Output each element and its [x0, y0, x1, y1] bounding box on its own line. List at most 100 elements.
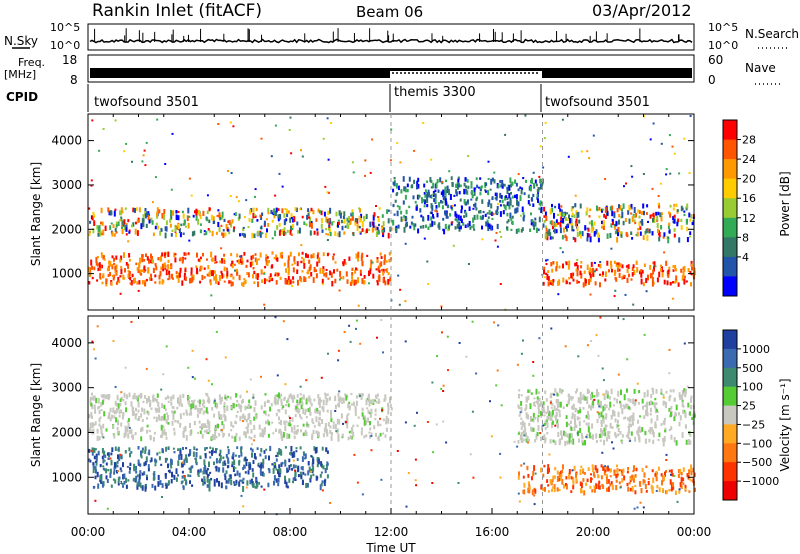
heatmap-cell	[635, 260, 638, 265]
heatmap-cell	[197, 469, 200, 473]
heatmap-cell	[488, 209, 491, 214]
heatmap-cell	[213, 276, 216, 281]
heatmap-cell	[141, 426, 144, 432]
heatmap-cell	[322, 269, 324, 274]
heatmap-cell	[275, 254, 278, 258]
heatmap-cell	[595, 334, 598, 337]
heatmap-cell	[100, 252, 103, 255]
heatmap-cell	[538, 202, 541, 205]
heatmap-cell	[165, 446, 168, 452]
heatmap-cell	[685, 280, 688, 283]
heatmap-cell	[640, 278, 643, 285]
heatmap-cell	[109, 468, 112, 474]
heatmap-cell	[97, 226, 100, 232]
x-tick-label: 00:00	[71, 525, 106, 539]
heatmap-cell	[543, 464, 546, 468]
heatmap-cell	[412, 195, 415, 200]
heatmap-cell	[569, 420, 572, 424]
heatmap-cell	[285, 481, 288, 488]
heatmap-cell	[167, 264, 170, 270]
heatmap-cell	[369, 427, 372, 431]
heatmap-cell	[121, 210, 124, 214]
heatmap-cell	[621, 440, 624, 445]
heatmap-cell	[340, 211, 343, 215]
heatmap-cell	[351, 161, 354, 164]
heatmap-cell	[380, 226, 383, 233]
heatmap-cell	[163, 413, 166, 420]
heatmap-cell	[111, 255, 114, 259]
heatmap-cell	[260, 462, 263, 467]
heatmap-cell	[511, 215, 514, 219]
heatmap-cell	[605, 436, 608, 442]
heatmap-cell	[219, 260, 222, 264]
heatmap-cell	[523, 462, 526, 465]
heatmap-cell	[144, 208, 147, 214]
heatmap-cell	[275, 280, 278, 285]
heatmap-cell	[235, 196, 238, 199]
heatmap-cell	[382, 271, 385, 276]
heatmap-cell	[419, 208, 422, 213]
heatmap-cell	[497, 203, 499, 206]
heatmap-cell	[626, 403, 629, 410]
heatmap-cell	[315, 273, 318, 279]
heatmap-cell	[299, 208, 302, 211]
heatmap-cell	[309, 265, 312, 269]
heatmap-cell	[668, 469, 671, 473]
heatmap-cell	[245, 461, 248, 467]
heatmap-cell	[607, 479, 610, 484]
heatmap-cell	[543, 423, 546, 426]
heatmap-cell	[602, 415, 605, 421]
heatmap-cell	[225, 267, 228, 271]
heatmap-cell	[369, 171, 372, 174]
heatmap-cell	[617, 419, 619, 424]
heatmap-cell	[381, 409, 384, 412]
heatmap-cell	[686, 203, 689, 209]
heatmap-cell	[381, 225, 384, 228]
heatmap-cell	[221, 399, 224, 402]
heatmap-cell	[386, 268, 389, 273]
heatmap-cell	[352, 401, 355, 406]
heatmap-cell	[636, 267, 639, 273]
heatmap-cell	[310, 254, 313, 259]
heatmap-cell	[455, 183, 458, 188]
heatmap-cell	[290, 217, 293, 220]
heatmap-cell	[568, 469, 571, 475]
heatmap-cell	[284, 461, 287, 467]
heatmap-cell	[690, 273, 693, 276]
heatmap-cell	[602, 484, 605, 489]
heatmap-cell	[590, 405, 592, 411]
heatmap-cell	[342, 221, 345, 224]
heatmap-cell	[232, 276, 235, 280]
heatmap-cell	[127, 479, 130, 482]
heatmap-cell	[211, 436, 214, 440]
heatmap-cell	[450, 176, 453, 181]
heatmap-cell	[561, 212, 563, 217]
heatmap-cell	[542, 406, 545, 412]
heatmap-cell	[466, 190, 469, 195]
heatmap-cell	[560, 430, 563, 436]
heatmap-cell	[599, 316, 602, 319]
heatmap-cell	[457, 183, 460, 188]
heatmap-cell	[387, 418, 390, 424]
heatmap-cell	[542, 473, 545, 478]
heatmap-cell	[277, 469, 279, 475]
heatmap-cell	[154, 176, 157, 179]
heatmap-cell	[532, 361, 535, 363]
heatmap-cell	[518, 471, 520, 477]
heatmap-cell	[177, 448, 180, 452]
heatmap-cell	[119, 398, 122, 403]
heatmap-cell	[565, 476, 568, 480]
heatmap-cell	[126, 465, 129, 468]
heatmap-cell	[308, 259, 311, 264]
heatmap-cell	[588, 233, 591, 238]
heatmap-cell	[568, 393, 570, 396]
heatmap-cell	[587, 422, 590, 427]
heatmap-cell	[358, 231, 361, 234]
heatmap-cell	[686, 237, 689, 243]
heatmap-cell	[351, 267, 354, 271]
heatmap-cell	[254, 414, 257, 420]
heatmap-cell	[403, 226, 406, 233]
heatmap-cell	[191, 465, 194, 469]
heatmap-cell	[219, 455, 222, 461]
heatmap-cell	[254, 400, 257, 406]
